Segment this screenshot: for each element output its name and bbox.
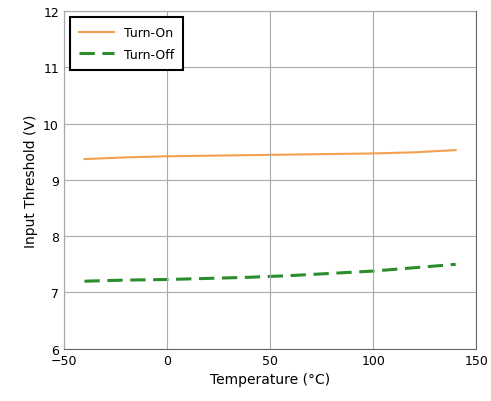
Turn-Off [370,269,376,274]
Turn-On [123,156,129,160]
Turn-On [329,152,335,157]
Turn-Off [246,275,252,280]
Line: Turn-Off: Turn-Off [84,265,456,282]
Y-axis label: Input Threshold (V): Input Threshold (V) [24,114,37,247]
Turn-Off [411,265,417,270]
Turn-Off [205,276,211,281]
Turn-Off [329,271,335,276]
Turn-On [453,148,459,153]
Turn-On [370,152,376,156]
X-axis label: Temperature (°C): Temperature (°C) [210,372,330,386]
Turn-On [288,153,294,158]
Turn-Off [164,277,170,282]
Turn-Off [123,278,129,283]
Turn-On [82,157,87,162]
Legend: Turn-On, Turn-Off: Turn-On, Turn-Off [70,18,183,71]
Turn-On [205,154,211,159]
Line: Turn-On: Turn-On [84,151,456,160]
Turn-On [411,150,417,155]
Turn-Off [288,273,294,278]
Turn-On [164,154,170,159]
Turn-On [246,153,252,158]
Turn-Off [453,262,459,267]
Turn-Off [82,279,87,284]
